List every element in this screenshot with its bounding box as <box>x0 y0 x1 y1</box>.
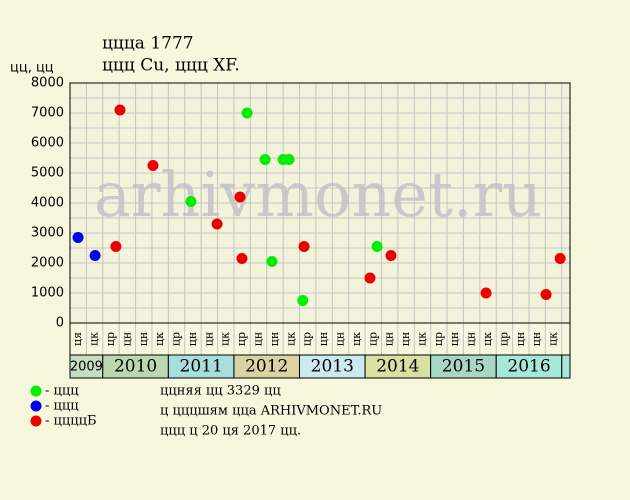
x-tick-label: цк <box>547 332 560 346</box>
y-tick-label: 7000 <box>31 106 64 121</box>
x-tick-label: цн <box>137 332 150 346</box>
x-tick-label: цр <box>104 332 117 346</box>
x-tick-label: цк <box>88 332 101 346</box>
year-label: 2015 <box>442 357 485 377</box>
data-point <box>72 232 84 243</box>
data-point <box>241 107 253 119</box>
x-tick-label: цр <box>432 332 445 346</box>
legend-label: - ццц <box>45 399 79 414</box>
x-tick-label: цр <box>497 332 510 346</box>
legend-label: - ццц <box>45 384 79 399</box>
data-point <box>211 218 223 230</box>
x-tick-label: цр <box>366 332 379 346</box>
data-point <box>236 253 248 264</box>
x-tick-label: цн <box>186 332 199 346</box>
year-label: 2010 <box>114 357 157 377</box>
x-tick-label: цк <box>153 332 166 346</box>
x-tick-label: цк <box>284 332 297 346</box>
year-label: 2013 <box>311 357 354 377</box>
x-tick-label: цн <box>465 332 478 346</box>
legend-marker <box>30 400 42 412</box>
note: ц цццшям цца ARHIVMONET.RU <box>160 404 382 419</box>
data-point <box>266 256 278 267</box>
data-point <box>114 104 126 116</box>
data-point <box>185 196 197 207</box>
x-tick-label: цн <box>333 332 346 346</box>
year-label: 2016 <box>507 357 550 377</box>
chart-title: ццца 1777 <box>102 34 194 54</box>
x-tick-label: цн <box>202 332 215 346</box>
data-point <box>259 154 271 165</box>
x-tick-label: цр <box>301 332 314 346</box>
data-point <box>297 295 309 306</box>
note: ццц ц 20 ця 2017 цц. <box>160 424 301 439</box>
x-tick-label: цн <box>399 332 412 346</box>
y-tick-label: 0 <box>56 316 64 331</box>
y-tick-label: 1000 <box>31 286 64 301</box>
year-label: 2009 <box>70 360 103 375</box>
x-tick-label: цк <box>415 332 428 346</box>
chart-subtitle: ццц Cu, ццц XF. <box>102 56 240 76</box>
data-point <box>364 272 376 284</box>
x-tick-label: цк <box>219 332 232 346</box>
data-point <box>554 253 566 264</box>
x-tick-label: цр <box>235 332 248 346</box>
data-point <box>385 250 397 261</box>
legend-marker <box>30 385 42 397</box>
x-tick-label: цн <box>448 332 461 346</box>
year-label: 2012 <box>245 357 288 377</box>
y-axis-label: цц, цц <box>10 61 54 76</box>
note: ццняя цц 3329 цц <box>160 384 281 399</box>
year-label: 2011 <box>180 357 223 377</box>
x-tick-label: цр <box>170 332 183 346</box>
data-point <box>298 241 310 252</box>
data-point <box>147 160 159 171</box>
y-tick-label: 8000 <box>31 76 64 91</box>
watermark: arhivmonet.ru <box>94 158 542 231</box>
x-tick-label: цк <box>350 332 363 346</box>
legend-label: - ццццБ <box>45 414 97 429</box>
data-point <box>283 154 295 165</box>
x-tick-label: цн <box>317 332 330 346</box>
y-tick-label: 5000 <box>31 166 64 181</box>
y-tick-label: 4000 <box>31 196 64 211</box>
x-tick-label: цн <box>514 332 527 346</box>
x-tick-label: цн <box>120 332 133 346</box>
data-point <box>234 191 246 203</box>
legend-marker <box>30 415 42 427</box>
data-point <box>89 250 101 261</box>
data-point <box>480 287 492 299</box>
data-point <box>540 289 552 300</box>
y-tick-label: 6000 <box>31 136 64 151</box>
x-tick-label: цн <box>530 332 543 346</box>
x-tick-label: ця <box>71 332 84 346</box>
x-tick-label: цк <box>481 332 494 346</box>
x-tick-label: цн <box>268 332 281 346</box>
x-tick-label: цн <box>383 332 396 346</box>
x-tick-label: цн <box>252 332 265 346</box>
data-point <box>371 241 383 252</box>
year-tail <box>561 354 571 379</box>
y-tick-label: 3000 <box>31 226 64 241</box>
data-point <box>110 241 122 252</box>
year-label: 2014 <box>376 357 419 377</box>
y-tick-label: 2000 <box>31 256 64 271</box>
